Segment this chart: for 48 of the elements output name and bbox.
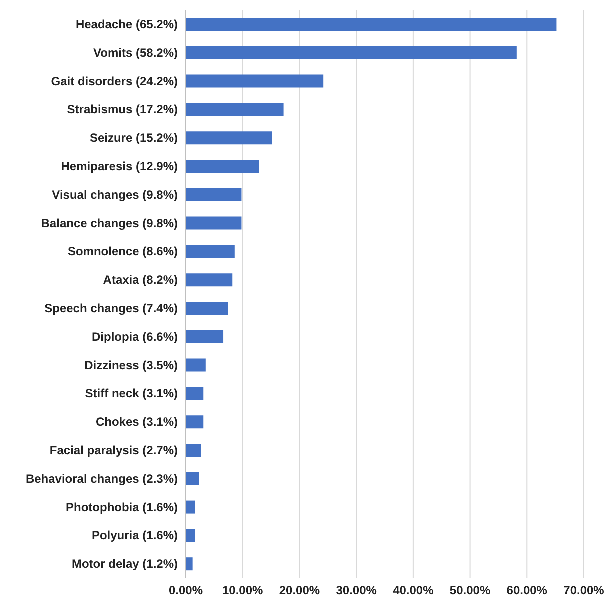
bar [186, 302, 228, 315]
y-tick-label: Polyuria (1.6%) [92, 528, 178, 543]
bar [186, 358, 206, 372]
y-tick-label: Somnolence (8.6%) [68, 244, 178, 259]
x-tick-label: 20.00% [279, 584, 320, 598]
y-tick-label: Hemiparesis (12.9%) [61, 159, 178, 174]
x-tick-label: 70.00% [564, 584, 605, 598]
bar [186, 103, 284, 116]
bar [186, 558, 193, 571]
x-tick-label: 50.00% [450, 584, 491, 598]
x-tick-label: 0.00% [168, 584, 204, 598]
bar [186, 46, 517, 60]
y-tick-label: Behavioral changes (2.3%) [26, 472, 178, 486]
bar [186, 387, 204, 400]
bar [186, 216, 242, 230]
y-tick-label: Stiff neck (3.1%) [85, 386, 178, 401]
bar [186, 500, 196, 514]
y-tick-label: Seizure (15.2%) [90, 131, 178, 146]
bar [186, 330, 224, 344]
x-tick-label: 60.00% [506, 584, 548, 598]
bar [186, 18, 557, 31]
y-tick-label: Vomits (58.2%) [94, 46, 178, 60]
y-tick-label: Chokes (3.1%) [96, 415, 178, 430]
y-tick-label: Motor delay (1.2%) [72, 557, 178, 572]
bar [186, 529, 196, 542]
bar [186, 74, 324, 88]
bar [186, 160, 260, 173]
y-tick-label: Diplopia (6.6%) [92, 330, 178, 344]
bar [186, 274, 233, 287]
bar [186, 472, 200, 486]
bar [186, 132, 272, 145]
y-tick-label: Headache (65.2%) [76, 17, 178, 32]
y-tick-label: Gait disorders (24.2%) [51, 74, 178, 88]
x-tick-label: 40.00% [393, 584, 434, 598]
y-tick-label: Photophobia (1.6%) [66, 500, 178, 514]
y-tick-label: Ataxia (8.2%) [103, 273, 178, 288]
y-tick-label: Balance changes (9.8%) [41, 216, 178, 230]
x-tick-label: 30.00% [336, 584, 378, 598]
bar [186, 416, 204, 429]
y-tick-label: Facial paralysis (2.7%) [50, 443, 178, 458]
y-tick-label: Strabismus (17.2%) [67, 102, 178, 117]
y-tick-label: Speech changes (7.4%) [44, 301, 178, 316]
x-tick-label: 10.00% [222, 584, 264, 598]
bar [186, 444, 202, 457]
y-tick-label: Visual changes (9.8%) [52, 188, 178, 202]
bar [186, 245, 235, 258]
y-tick-label: Dizziness (3.5%) [84, 358, 178, 372]
bar [186, 188, 242, 202]
